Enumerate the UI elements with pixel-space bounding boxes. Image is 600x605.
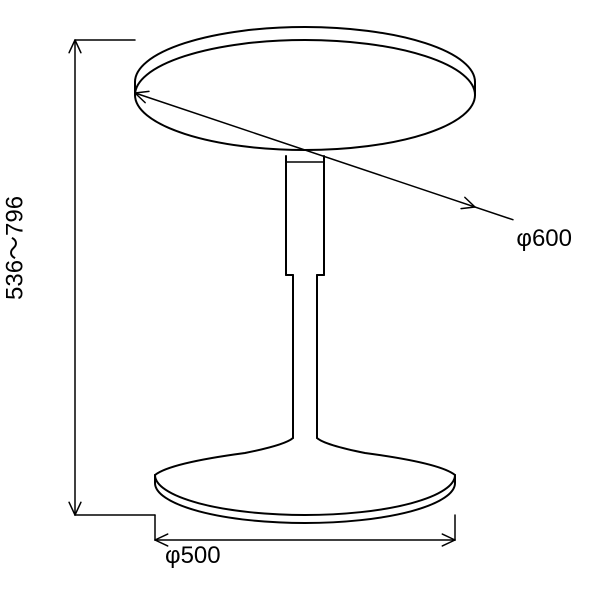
base-diameter-label: φ500 (165, 542, 221, 570)
technical-drawing: 536～796 φ600 φ500 (0, 0, 600, 600)
height-dimension-label: 536～796 (0, 196, 30, 300)
drawing-svg (0, 0, 600, 600)
top-diameter-label: φ600 (516, 225, 572, 253)
